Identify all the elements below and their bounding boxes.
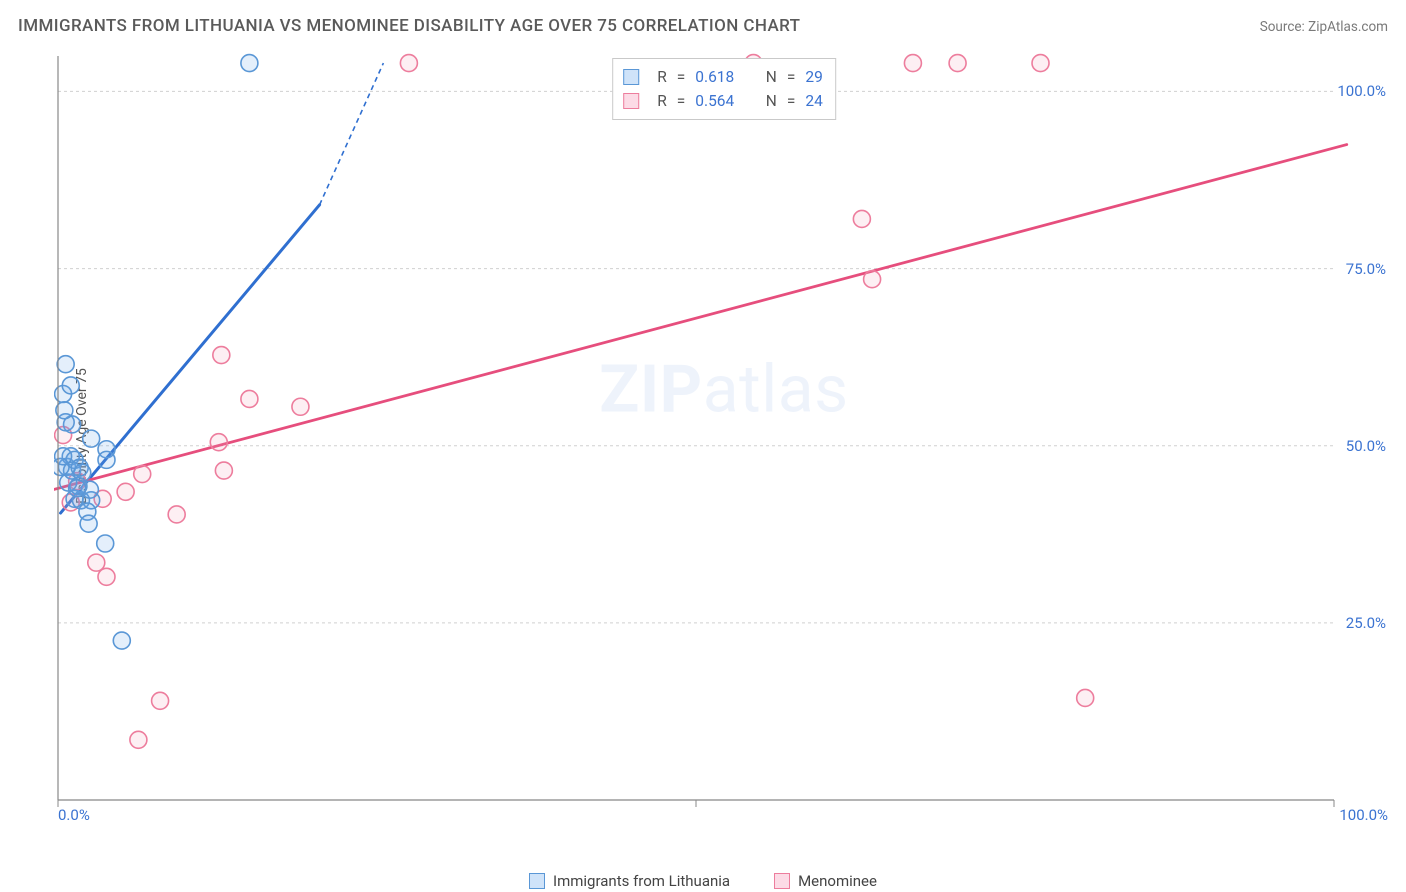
scatter-point bbox=[1077, 689, 1094, 706]
spacer bbox=[744, 89, 756, 113]
scatter-point bbox=[1032, 55, 1049, 72]
spacer bbox=[744, 65, 756, 89]
equals-sign: = bbox=[677, 89, 686, 113]
x-tick-label-max: 100.0% bbox=[1339, 806, 1388, 824]
y-tick-label: 75.0% bbox=[1346, 260, 1386, 278]
legend-swatch bbox=[623, 69, 639, 85]
legend-r-key: R bbox=[657, 65, 667, 89]
header-row: IMMIGRANTS FROM LITHUANIA VS MENOMINEE D… bbox=[18, 16, 1388, 36]
legend-swatch bbox=[529, 873, 545, 889]
chart-title: IMMIGRANTS FROM LITHUANIA VS MENOMINEE D… bbox=[18, 16, 800, 36]
scatter-point bbox=[853, 210, 870, 227]
scatter-point bbox=[55, 448, 72, 465]
scatter-point bbox=[152, 692, 169, 709]
y-tick-label: 100.0% bbox=[1337, 82, 1386, 100]
legend-r-key: R bbox=[657, 89, 667, 113]
equals-sign: = bbox=[787, 89, 796, 113]
x-tick-label-min: 0.0% bbox=[58, 806, 90, 824]
scatter-point bbox=[949, 55, 966, 72]
scatter-point bbox=[113, 632, 130, 649]
y-tick-label: 25.0% bbox=[1346, 614, 1386, 632]
source-link[interactable]: ZipAtlas.com bbox=[1308, 19, 1388, 35]
scatter-point bbox=[400, 55, 417, 72]
scatter-point bbox=[904, 55, 921, 72]
scatter-point bbox=[83, 430, 100, 447]
legend-swatch bbox=[623, 93, 639, 109]
legend-r-value: 0.618 bbox=[695, 65, 734, 89]
scatter-point bbox=[69, 480, 86, 497]
source-prefix: Source: bbox=[1260, 19, 1308, 35]
scatter-point bbox=[241, 390, 258, 407]
scatter-point bbox=[80, 515, 97, 532]
legend-n-value: 29 bbox=[805, 65, 822, 89]
correlation-legend-row: R = 0.618 N = 29 bbox=[623, 65, 823, 89]
scatter-point bbox=[864, 271, 881, 288]
legend-n-key: N bbox=[766, 89, 777, 113]
scatter-point bbox=[241, 55, 258, 72]
scatter-point bbox=[74, 464, 91, 481]
scatter-point bbox=[98, 568, 115, 585]
equals-sign: = bbox=[787, 65, 796, 89]
y-tick-label: 50.0% bbox=[1346, 437, 1386, 455]
scatter-point bbox=[117, 483, 134, 500]
scatter-point bbox=[210, 434, 227, 451]
scatter-point bbox=[97, 535, 114, 552]
scatter-point bbox=[292, 398, 309, 415]
plot-area: ZIPatlas R= 0.618 N= 29R= 0.564 N= 24 25… bbox=[54, 50, 1394, 822]
scatter-point bbox=[215, 462, 232, 479]
legend-item: Immigrants from Lithuania bbox=[529, 872, 730, 890]
scatter-point bbox=[134, 466, 151, 483]
scatter-point bbox=[213, 347, 230, 364]
scatter-point bbox=[168, 506, 185, 523]
correlation-legend: R = 0.618 N = 29 R = 0.564 N = 24 bbox=[612, 58, 836, 120]
equals-sign: = bbox=[677, 65, 686, 89]
correlation-legend-row: R = 0.564 N = 24 bbox=[623, 89, 823, 113]
legend-n-value: 24 bbox=[805, 89, 822, 113]
legend-label: Menominee bbox=[798, 872, 877, 890]
scatter-point bbox=[98, 451, 115, 468]
series-legend: Immigrants from Lithuania Menominee bbox=[0, 872, 1406, 890]
scatter-point bbox=[62, 377, 79, 394]
plot-svg bbox=[54, 50, 1394, 822]
chart-source: Source: ZipAtlas.com bbox=[1260, 19, 1388, 35]
legend-r-value: 0.564 bbox=[695, 89, 734, 113]
scatter-point bbox=[57, 356, 74, 373]
scatter-point bbox=[130, 731, 147, 748]
legend-swatch bbox=[774, 873, 790, 889]
legend-item: Menominee bbox=[774, 872, 877, 890]
plot-wrap: Disability Age Over 75 ZIPatlas R= 0.618… bbox=[42, 50, 1394, 822]
legend-n-key: N bbox=[766, 65, 777, 89]
legend-label: Immigrants from Lithuania bbox=[553, 872, 730, 890]
